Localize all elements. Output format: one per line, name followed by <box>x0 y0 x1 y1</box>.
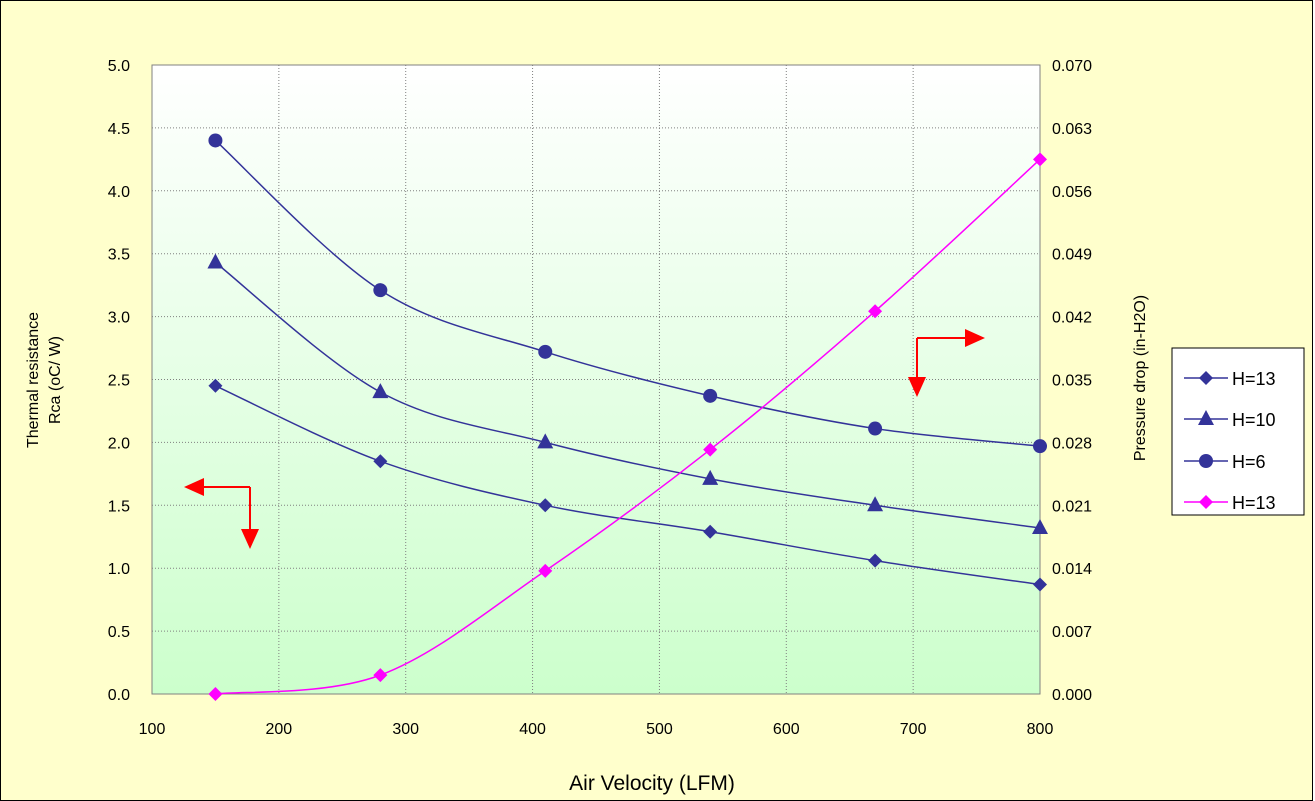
y-right-tick-label: 0.049 <box>1052 247 1092 264</box>
data-point-2 <box>1033 439 1047 454</box>
data-point-3 <box>538 563 553 578</box>
right-axis-arrow <box>908 329 985 397</box>
legend-marker <box>1199 454 1213 468</box>
y-left-tick-label: 0.0 <box>108 687 130 704</box>
data-point-3 <box>868 304 883 319</box>
y-left-tick-label: 5.0 <box>108 58 130 75</box>
series-line-1 <box>214 261 1041 529</box>
data-point-2 <box>703 388 718 403</box>
data-point-1 <box>1032 518 1048 534</box>
y-right-tick-label: 0.035 <box>1052 373 1092 390</box>
data-point-1 <box>207 253 224 269</box>
series-line-0 <box>215 385 1041 586</box>
x-tick-label: 100 <box>139 721 166 738</box>
y-right-axis-title: Pressure drop (in-H2O) <box>1132 295 1149 461</box>
legend-label: H=6 <box>1232 452 1266 472</box>
data-point-3 <box>373 668 388 683</box>
data-point-3 <box>1033 152 1047 167</box>
y-left-axis-title-line2: Rca (oC/ W) <box>47 336 64 424</box>
y-left-tick-label: 4.0 <box>108 184 130 201</box>
data-point-1 <box>702 469 719 485</box>
y-right-tick-label: 0.028 <box>1052 435 1092 452</box>
legend-marker <box>1198 410 1214 425</box>
data-point-0 <box>538 498 553 513</box>
y-right-tick-labels: 0.000 0.007 0.014 0.021 0.028 0.035 0.042 0.049… <box>1052 58 1092 704</box>
data-point-0 <box>703 524 718 539</box>
y-right-tick-label: 0.021 <box>1052 498 1092 515</box>
x-tick-label: 200 <box>266 721 293 738</box>
y-right-tick-label: 0.070 <box>1052 58 1092 75</box>
data-point-0 <box>1033 577 1047 592</box>
legend: H=13 H=10 H=6 H=13 <box>1171 347 1305 516</box>
data-point-2 <box>538 344 553 359</box>
plot-border <box>151 64 1041 695</box>
data-point-1 <box>537 433 554 449</box>
y-left-tick-label: 2.5 <box>108 373 130 390</box>
series-markers <box>207 133 1048 701</box>
data-point-1 <box>372 383 389 399</box>
data-point-3 <box>703 442 718 457</box>
grid <box>151 64 1041 695</box>
y-right-tick-label: 0.063 <box>1052 121 1092 138</box>
legend-label: H=13 <box>1232 493 1276 513</box>
x-tick-label: 600 <box>773 721 800 738</box>
legend-marker <box>1199 495 1213 509</box>
series-line-2 <box>214 139 1041 447</box>
legend-label: H=10 <box>1232 410 1276 430</box>
data-point-3 <box>208 687 223 701</box>
x-tick-labels: 100 200 300 400 500 600 700 800 <box>139 721 1054 738</box>
y-left-tick-label: 4.5 <box>108 121 130 138</box>
x-tick-label: 500 <box>646 721 673 738</box>
x-tick-label: 300 <box>392 721 419 738</box>
legend-box <box>1171 347 1305 516</box>
data-point-0 <box>868 553 883 568</box>
y-left-tick-labels: 0.0 0.5 1.0 1.5 2.0 2.5 3.0 3.5 4.0 4.5 5.0 <box>108 58 130 704</box>
data-point-2 <box>208 133 223 148</box>
x-tick-label: 800 <box>1027 721 1054 738</box>
y-right-tick-label: 0.007 <box>1052 624 1092 641</box>
y-right-tick-label: 0.014 <box>1052 561 1092 578</box>
data-point-0 <box>373 454 388 469</box>
y-left-tick-label: 3.5 <box>108 247 130 264</box>
data-point-1 <box>867 496 884 512</box>
y-left-tick-label: 1.5 <box>108 498 130 515</box>
x-axis-title: Air Velocity (LFM) <box>569 772 735 795</box>
y-left-tick-label: 2.0 <box>108 435 130 452</box>
data-point-0 <box>208 378 223 393</box>
series-lines <box>214 139 1041 695</box>
legend-label: H=13 <box>1232 369 1276 389</box>
y-left-axis-title-line1: Thermal resistance <box>25 312 42 448</box>
data-point-2 <box>868 421 883 436</box>
left-axis-arrow <box>184 478 259 549</box>
y-right-tick-label: 0.056 <box>1052 184 1092 201</box>
data-point-2 <box>373 283 388 298</box>
x-tick-label: 700 <box>900 721 927 738</box>
legend-marker <box>1199 371 1213 385</box>
y-left-tick-label: 0.5 <box>108 624 130 641</box>
y-left-tick-label: 3.0 <box>108 310 130 327</box>
y-right-tick-label: 0.000 <box>1052 687 1092 704</box>
x-tick-label: 400 <box>519 721 546 738</box>
y-right-tick-label: 0.042 <box>1052 310 1092 327</box>
y-left-tick-label: 1.0 <box>108 561 130 578</box>
